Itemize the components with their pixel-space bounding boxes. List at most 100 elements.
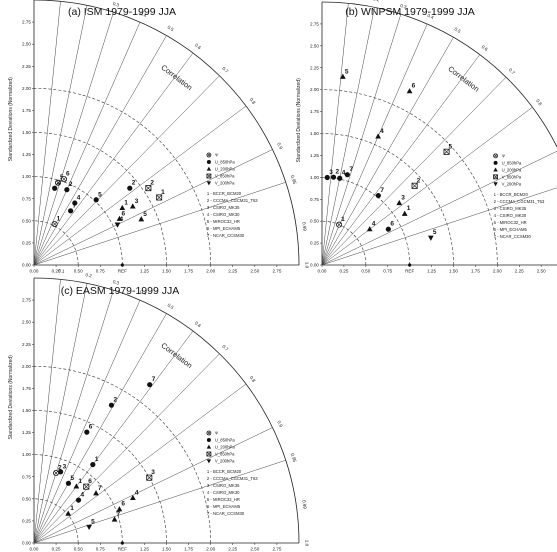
- y-tick-label: 2.75: [310, 21, 319, 26]
- correlation-axis-label: Correlation: [159, 341, 194, 370]
- correlation-tick-label: 0.3: [112, 279, 120, 286]
- legend-symbol-label: V_850hPa: [502, 174, 522, 179]
- point-marker: [339, 73, 346, 79]
- correlation-line: [33, 52, 194, 266]
- correlation-line: [33, 300, 141, 544]
- point-marker: [57, 469, 64, 475]
- y-axis-label: Standardized Deviations (Normalized): [8, 77, 14, 162]
- correlation-tick-label: 0.6: [194, 320, 202, 328]
- point-marker: [72, 200, 78, 206]
- x-tick-label: 1.25: [140, 269, 149, 274]
- point-label: 5: [98, 191, 102, 198]
- point-label: 2: [150, 180, 154, 187]
- correlation-line: [33, 1, 61, 266]
- correlation-line: [33, 383, 247, 544]
- legend-symbol-label: Ψ: [215, 153, 219, 158]
- point-label: 3: [63, 463, 67, 470]
- y-tick-label: 0.75: [22, 196, 31, 201]
- reference-point: [120, 541, 124, 545]
- std-arc: [33, 498, 79, 544]
- point-marker: [65, 480, 72, 486]
- correlation-tick-label: 0.6: [481, 44, 489, 52]
- point-marker: [147, 382, 153, 388]
- correlation-tick-label: 1.0: [305, 540, 310, 547]
- y-tick-label: 1.25: [22, 430, 31, 435]
- point-label: 6: [122, 210, 126, 217]
- point-marker: [206, 459, 212, 464]
- panel-title: (a) ISM 1979-1999 JJA: [68, 6, 176, 18]
- correlation-line: [33, 22, 141, 266]
- legend-model-label: 5 - MIROC32_HR: [494, 220, 527, 225]
- correlation-tick-label: 0.7: [221, 344, 229, 352]
- point-label: 6: [88, 478, 92, 485]
- point-label: 6: [390, 221, 394, 228]
- point-marker: [375, 133, 381, 139]
- y-tick-label: 0.50: [22, 496, 31, 501]
- correlation-line: [33, 353, 220, 544]
- correlation-tick-label: 0.5: [454, 26, 462, 34]
- correlation-line: [33, 5, 88, 266]
- legend-symbol-label: V_200hPa: [215, 459, 235, 464]
- legend-symbol-label: U_850hPa: [502, 160, 522, 165]
- point-label: 1: [124, 199, 128, 206]
- point-marker: [146, 474, 153, 481]
- point-marker: [52, 470, 59, 477]
- correlation-line: [33, 12, 114, 266]
- point-label: 4: [81, 492, 85, 499]
- legend-model-label: 3 - CSIRO_MK35: [207, 205, 240, 210]
- correlation-tick-label: 0.2: [373, 0, 381, 2]
- point-marker: [206, 166, 212, 171]
- y-tick-label: 0.00: [22, 541, 31, 546]
- correlation-tick-label: 0.2: [85, 272, 93, 278]
- outer-arc: [33, 0, 300, 266]
- point-label: 4: [342, 170, 346, 177]
- y-tick-label: 2.00: [22, 364, 31, 369]
- point-marker: [344, 172, 350, 178]
- x-tick-label: 1.75: [184, 269, 193, 274]
- y-axis-label: Standardized Deviations (Normalized): [296, 78, 302, 163]
- point-label: 1: [341, 216, 345, 223]
- point-marker: [64, 187, 70, 193]
- point-marker: [129, 203, 136, 209]
- legend-model-label: 2 - CCCMA_CGCM31_T63: [207, 476, 258, 481]
- y-tick-label: 2.75: [22, 20, 31, 25]
- point-marker: [401, 210, 408, 216]
- point-marker: [86, 524, 92, 531]
- correlation-tick-label: 0.8: [249, 375, 257, 383]
- point-marker: [116, 215, 123, 221]
- y-tick-label: 1.25: [310, 153, 319, 158]
- correlation-tick-label: 0.3: [112, 1, 120, 8]
- legend-model-label: 6 - MPI_ECHAM5: [494, 227, 528, 232]
- point-label: 2: [336, 169, 340, 176]
- point-marker: [411, 182, 418, 189]
- point-marker: [206, 173, 212, 179]
- taylor-panel-3: (c) EASM 1979-1999 JJA 0.1 0.2 0.3 0.4 0.5 0.6…: [8, 268, 310, 551]
- point-label: 2: [132, 180, 136, 187]
- point-label: 4: [119, 216, 123, 223]
- legend-model-label: 3 - CSIRO_MK35: [207, 483, 240, 488]
- correlation-tick-label: 0.8: [535, 98, 543, 106]
- point-marker: [443, 148, 450, 155]
- x-tick-label: 1.75: [471, 269, 480, 274]
- point-label: 6: [412, 83, 416, 90]
- point-label: 5: [91, 518, 95, 525]
- legend-symbol-label: U_200hPa: [215, 167, 235, 172]
- x-tick-label: 0.25: [52, 269, 61, 274]
- point-label: 3: [151, 469, 155, 476]
- point-label: 3: [57, 180, 61, 187]
- correlation-tick-label: 0.7: [508, 67, 516, 75]
- point-label: 1: [57, 215, 61, 222]
- x-tick-label: 2.00: [493, 269, 502, 274]
- correlation-tick-label: 0.5: [167, 303, 175, 311]
- correlation-line: [321, 3, 349, 266]
- y-tick-label: 0.50: [22, 218, 31, 223]
- y-tick-label: 1.00: [22, 452, 31, 457]
- legend-model-label: 2 - CCCMA_CGCM31_T63: [207, 198, 258, 203]
- correlation-tick-label: 0.4: [427, 13, 435, 20]
- correlation-line: [33, 283, 88, 544]
- point-marker: [336, 221, 343, 228]
- y-tick-label: 2.50: [310, 43, 319, 48]
- correlation-line: [321, 77, 507, 266]
- point-marker: [111, 516, 118, 522]
- point-marker: [427, 235, 434, 241]
